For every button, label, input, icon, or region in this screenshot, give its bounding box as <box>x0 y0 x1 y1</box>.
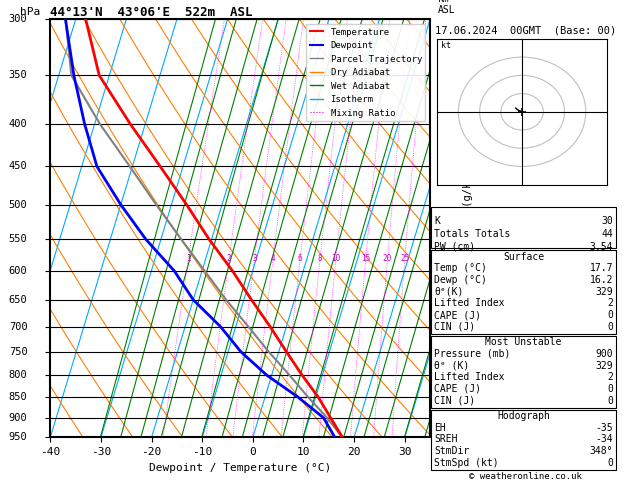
Text: kt: kt <box>442 41 452 50</box>
Text: 0: 0 <box>608 310 613 320</box>
Text: CAPE (J): CAPE (J) <box>434 384 481 394</box>
Text: 650: 650 <box>9 295 28 305</box>
Text: 500: 500 <box>9 200 28 209</box>
Text: 15: 15 <box>361 254 370 263</box>
Text: 300: 300 <box>9 15 28 24</box>
Text: 16.2: 16.2 <box>590 275 613 285</box>
Legend: Temperature, Dewpoint, Parcel Trajectory, Dry Adiabat, Wet Adiabat, Isotherm, Mi: Temperature, Dewpoint, Parcel Trajectory… <box>306 24 425 122</box>
Text: 6: 6 <box>298 254 303 263</box>
Text: Mixing Ratio (g/kg): Mixing Ratio (g/kg) <box>463 169 473 288</box>
Text: 329: 329 <box>596 361 613 371</box>
Text: Pressure (mb): Pressure (mb) <box>434 349 510 359</box>
Text: 10: 10 <box>331 254 341 263</box>
Text: SREH: SREH <box>434 434 457 445</box>
Text: -34: -34 <box>596 434 613 445</box>
Text: 17.06.2024  00GMT  (Base: 00): 17.06.2024 00GMT (Base: 00) <box>435 26 616 35</box>
Text: 2: 2 <box>608 298 613 309</box>
Text: CAPE (J): CAPE (J) <box>434 310 481 320</box>
Text: LCL: LCL <box>438 423 455 433</box>
Text: Surface: Surface <box>503 252 544 262</box>
Text: 350: 350 <box>9 70 28 80</box>
Text: 4: 4 <box>270 254 276 263</box>
Text: 900: 900 <box>9 413 28 423</box>
Text: km
ASL: km ASL <box>438 0 455 15</box>
Text: Dewp (°C): Dewp (°C) <box>434 275 487 285</box>
Text: 800: 800 <box>9 370 28 380</box>
Text: 700: 700 <box>9 322 28 331</box>
Text: StmDir: StmDir <box>434 446 469 456</box>
Text: 5: 5 <box>438 309 444 319</box>
Text: 44: 44 <box>601 229 613 239</box>
Text: 2: 2 <box>608 372 613 382</box>
Text: StmSpd (kt): StmSpd (kt) <box>434 458 499 468</box>
Text: 0: 0 <box>608 396 613 406</box>
Text: 850: 850 <box>9 392 28 402</box>
Text: 0: 0 <box>608 322 613 332</box>
Text: 3: 3 <box>252 254 257 263</box>
Text: 25: 25 <box>400 254 409 263</box>
Text: CIN (J): CIN (J) <box>434 396 475 406</box>
Text: 550: 550 <box>9 234 28 244</box>
Text: 950: 950 <box>9 433 28 442</box>
Text: 1: 1 <box>186 254 191 263</box>
Text: K: K <box>434 216 440 226</box>
Text: 0: 0 <box>608 458 613 468</box>
Text: hPa: hPa <box>20 7 40 17</box>
Text: 900: 900 <box>596 349 613 359</box>
X-axis label: Dewpoint / Temperature (°C): Dewpoint / Temperature (°C) <box>149 463 331 473</box>
Text: 4: 4 <box>438 340 444 350</box>
Text: PW (cm): PW (cm) <box>434 242 475 252</box>
Text: 1: 1 <box>438 429 444 439</box>
Text: 2: 2 <box>227 254 231 263</box>
Text: θᵉ(K): θᵉ(K) <box>434 287 464 297</box>
Text: 450: 450 <box>9 161 28 172</box>
Text: 8: 8 <box>318 254 323 263</box>
Text: Most Unstable: Most Unstable <box>486 337 562 347</box>
Text: -35: -35 <box>596 423 613 433</box>
Text: 6: 6 <box>438 279 444 289</box>
Text: Hodograph: Hodograph <box>497 411 550 421</box>
Text: Temp (°C): Temp (°C) <box>434 263 487 274</box>
Text: Lifted Index: Lifted Index <box>434 372 504 382</box>
Text: 8: 8 <box>438 219 444 229</box>
Text: CIN (J): CIN (J) <box>434 322 475 332</box>
Text: 329: 329 <box>596 287 613 297</box>
Text: 3: 3 <box>438 370 444 380</box>
Text: 400: 400 <box>9 119 28 129</box>
Text: 17.7: 17.7 <box>590 263 613 274</box>
Text: 44°13'N  43°06'E  522m  ASL: 44°13'N 43°06'E 522m ASL <box>50 6 253 19</box>
Text: 600: 600 <box>9 266 28 276</box>
Text: 30: 30 <box>601 216 613 226</box>
Text: © weatheronline.co.uk: © weatheronline.co.uk <box>469 472 582 481</box>
Text: 0: 0 <box>608 384 613 394</box>
Text: 348°: 348° <box>590 446 613 456</box>
Text: Totals Totals: Totals Totals <box>434 229 510 239</box>
Text: 2: 2 <box>438 400 444 411</box>
Text: EH: EH <box>434 423 446 433</box>
Text: 20: 20 <box>383 254 392 263</box>
Text: Lifted Index: Lifted Index <box>434 298 504 309</box>
Text: 7: 7 <box>438 248 444 259</box>
Text: 750: 750 <box>9 347 28 357</box>
Text: θᵉ (K): θᵉ (K) <box>434 361 469 371</box>
Text: 3.54: 3.54 <box>590 242 613 252</box>
